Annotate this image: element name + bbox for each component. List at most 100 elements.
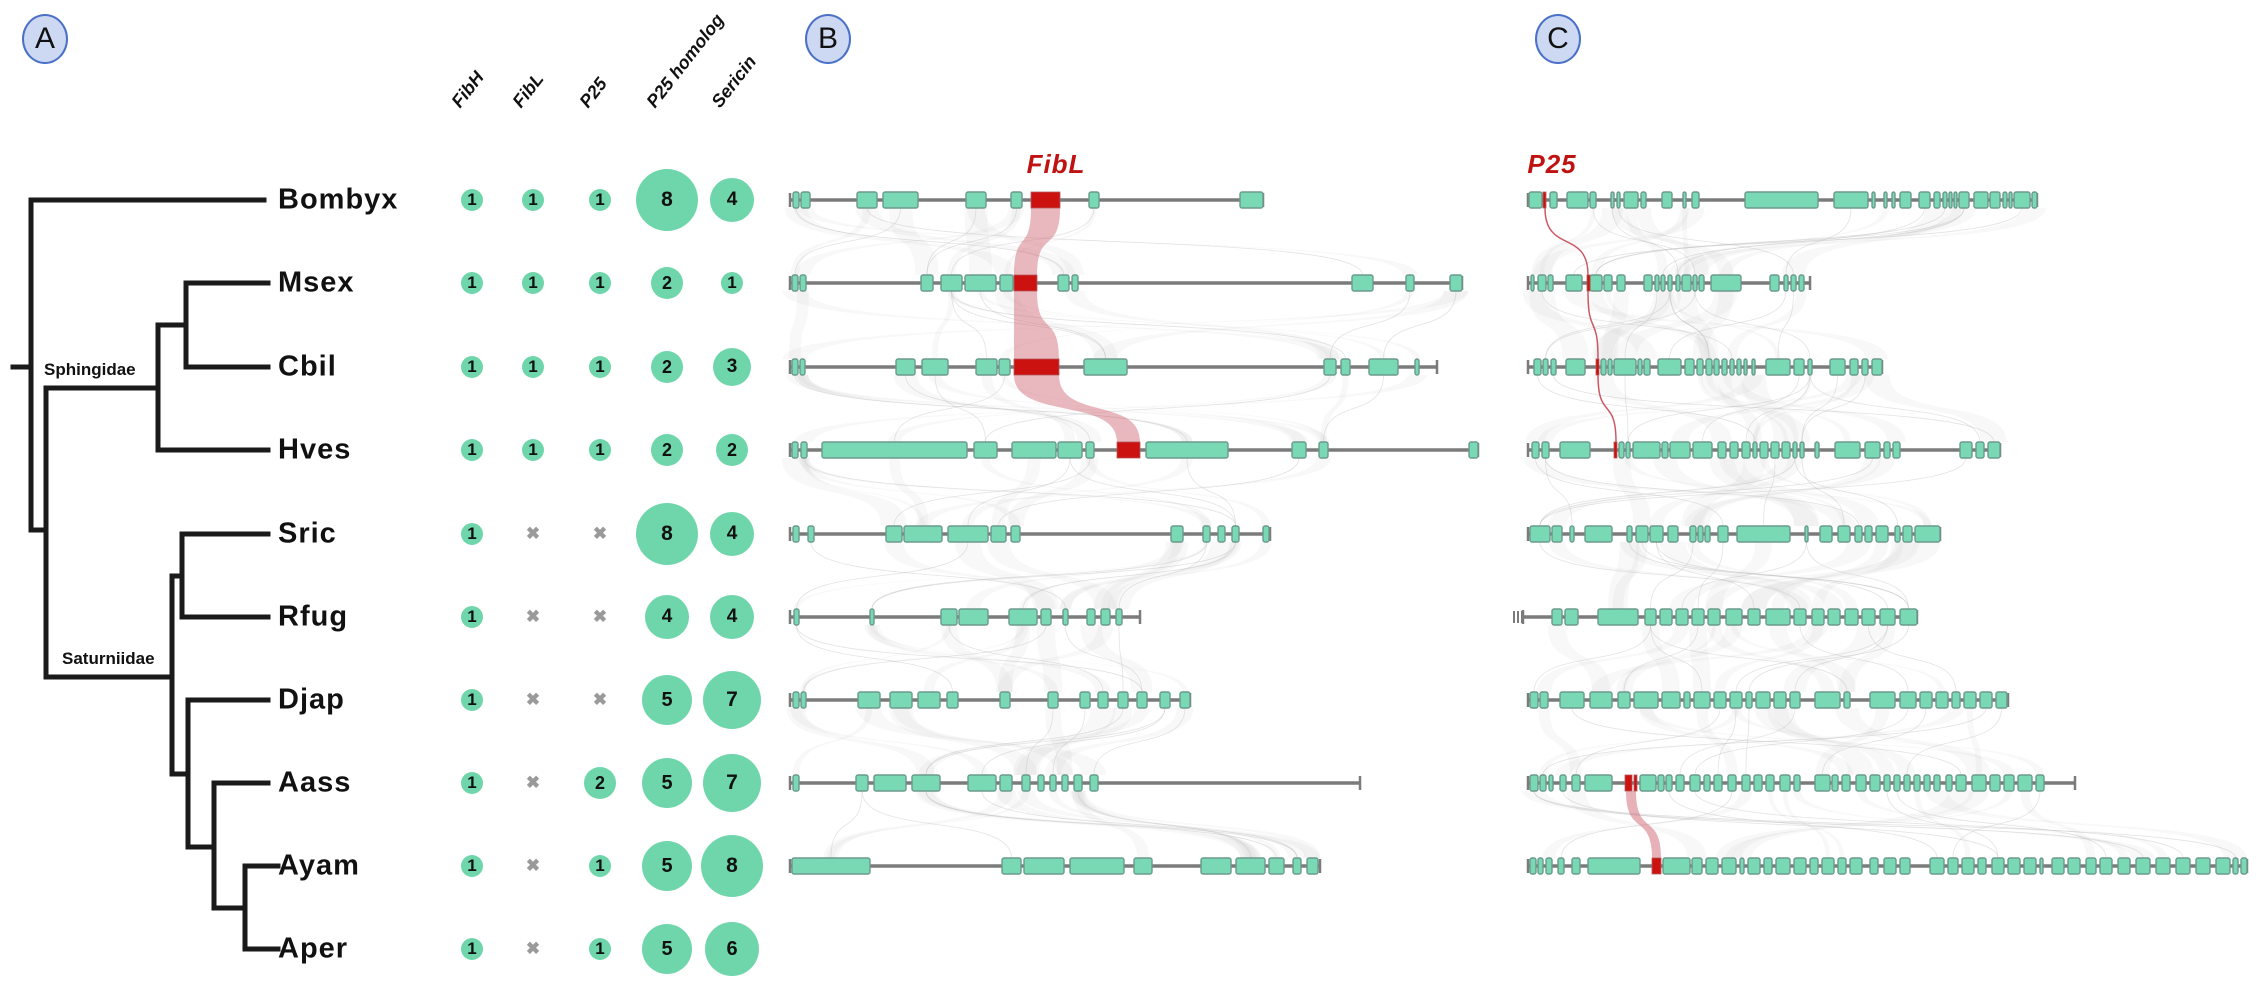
synteny-line (1668, 790, 1938, 859)
synteny-line (1533, 790, 2236, 859)
synteny-ribbon (1065, 291, 1340, 359)
gene-box (1405, 274, 1415, 292)
synteny-ribbon (1666, 208, 2046, 275)
synteny-line (1694, 707, 1909, 776)
gene-box (911, 774, 941, 792)
count-bubble: 1 (589, 272, 611, 294)
synteny-line (1656, 541, 1888, 610)
gene-box (1037, 774, 1045, 792)
count-bubble: 2 (651, 267, 683, 299)
panel-b-track-cbil (788, 358, 1439, 376)
highlight-gene-box (1633, 774, 1638, 792)
gene-box (1235, 857, 1266, 875)
synteny-line (1571, 707, 1962, 776)
synteny-ribbon (1592, 291, 1682, 359)
panel-b-track-hves (788, 441, 1480, 459)
gene-box (1657, 358, 1682, 376)
synteny-ribbon (1007, 458, 1099, 526)
synteny-ribbon (1835, 708, 1991, 775)
gene-box (1913, 774, 1921, 792)
panel-c-track-msex (1526, 274, 1812, 292)
synteny-line (1624, 290, 1658, 360)
synteny-ribbon (1593, 375, 1732, 442)
gene-box (1069, 857, 1125, 875)
synteny-ribbon (1682, 208, 1977, 275)
synteny-ribbon (784, 208, 1018, 275)
gene-box (1855, 774, 1867, 792)
gene-box (1864, 525, 1873, 543)
synteny-line (1694, 290, 1811, 360)
synteny-ribbon (1548, 542, 1809, 609)
synteny-ribbon (1714, 625, 1824, 692)
synteny-ribbon (1591, 208, 1690, 275)
gene-box (2240, 857, 2248, 875)
gene-box (1854, 525, 1863, 543)
synteny-ribbon (798, 458, 1021, 526)
synteny-line (1545, 290, 1671, 360)
gene-box (1721, 358, 1728, 376)
gene-box (1807, 358, 1813, 376)
synteny-ribbon (786, 375, 1308, 442)
synteny-line (1562, 790, 1999, 859)
gene-box (999, 691, 1011, 709)
gene-box (1987, 441, 2001, 459)
count-bubble: 1 (522, 189, 544, 211)
synteny-line (1595, 207, 1965, 276)
panel-b-track-rfug (788, 608, 1142, 626)
gene-box (1793, 857, 1807, 875)
synteny-line (1539, 457, 1873, 527)
gene-box (990, 525, 1007, 543)
gene-box (1831, 774, 1839, 792)
panel-b-track-msex (788, 274, 1464, 292)
gene-box (1713, 774, 1723, 792)
gene-box (1589, 191, 1597, 209)
synteny-line (1022, 541, 1236, 610)
synteny-ribbon (1591, 625, 1828, 692)
synteny-ribbon (1682, 208, 1689, 275)
synteny-ribbon (864, 625, 1111, 692)
gene-box (1995, 691, 2008, 709)
gene-box (1635, 525, 1649, 543)
synteny-line (796, 624, 1143, 693)
synteny-line (1383, 290, 1457, 360)
gene-box (1584, 774, 1613, 792)
gene-box (1231, 525, 1240, 543)
gene-box (1584, 525, 1613, 543)
gene-box (1793, 358, 1805, 376)
gene-box (1057, 441, 1083, 459)
synteny-line (1069, 457, 1236, 527)
gene-box (1792, 441, 1798, 459)
synteny-ribbon (1705, 375, 1851, 442)
synteny-line (1553, 374, 1995, 443)
gene-box (1268, 857, 1285, 875)
synteny-ribbon (1767, 708, 1874, 775)
gene-box (792, 691, 800, 709)
species-label-hves: Hves (278, 433, 352, 466)
gene-box (1753, 774, 1763, 792)
synteny-ribbon (782, 291, 1343, 359)
highlight-gene-box (1586, 274, 1591, 292)
synteny-line (1656, 541, 1755, 610)
count-bubble: 2 (584, 767, 616, 799)
gene-box (1729, 441, 1739, 459)
synteny-ribbon (793, 542, 1210, 609)
synteny-line (1641, 541, 1909, 610)
synteny-line (1052, 707, 1086, 776)
gene-box (1086, 608, 1096, 626)
absent-mark-icon: ✖ (525, 939, 541, 958)
synteny-ribbon (795, 208, 1025, 275)
gene-box (1565, 358, 1586, 376)
gene-box (1088, 191, 1100, 209)
gene-box (1765, 358, 1791, 376)
gene-box (1869, 691, 1896, 709)
synteny-line (1545, 290, 1696, 360)
species-label-aass: Aass (278, 766, 352, 799)
synteny-ribbon (1914, 791, 1971, 858)
gene-box (1610, 191, 1615, 209)
gene-box (1291, 441, 1307, 459)
gene-box (1989, 774, 2001, 792)
absent-mark-icon: ✖ (525, 524, 541, 543)
gene-box (1531, 441, 1540, 459)
synteny-ribbon (1767, 791, 1845, 858)
gene-box (1644, 608, 1657, 626)
